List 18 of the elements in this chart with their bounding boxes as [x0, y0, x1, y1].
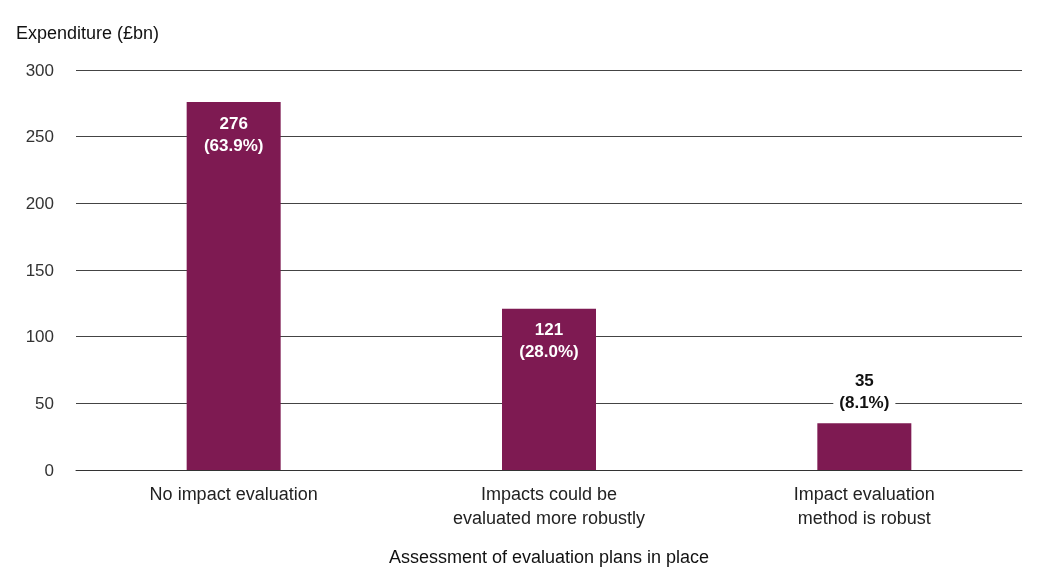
x-axis-title: Assessment of evaluation plans in place [388, 547, 710, 567]
x-tick-label: Impact evaluation method is robust [793, 484, 935, 528]
y-axis-title: Expenditure (£bn) [16, 23, 160, 43]
bar [186, 102, 281, 470]
data-label: 35 (8.1%) [839, 370, 890, 412]
data-label: 121 (28.0%) [519, 320, 579, 362]
y-tick-label: 0 [44, 460, 54, 480]
y-tick-label: 100 [25, 327, 54, 347]
data-label: 276 (63.9%) [203, 113, 264, 155]
bar [817, 423, 912, 470]
y-tick-label: 50 [35, 393, 54, 413]
y-tick-label: 250 [25, 127, 54, 147]
x-tick-label: Impacts could be evaluated more robustly [452, 484, 646, 528]
y-tick-label: 300 [25, 60, 54, 80]
bar [502, 308, 596, 470]
x-tick-label: No impact evaluation [149, 484, 318, 504]
y-tick-label: 150 [25, 260, 54, 280]
y-tick-label: 200 [25, 193, 54, 213]
